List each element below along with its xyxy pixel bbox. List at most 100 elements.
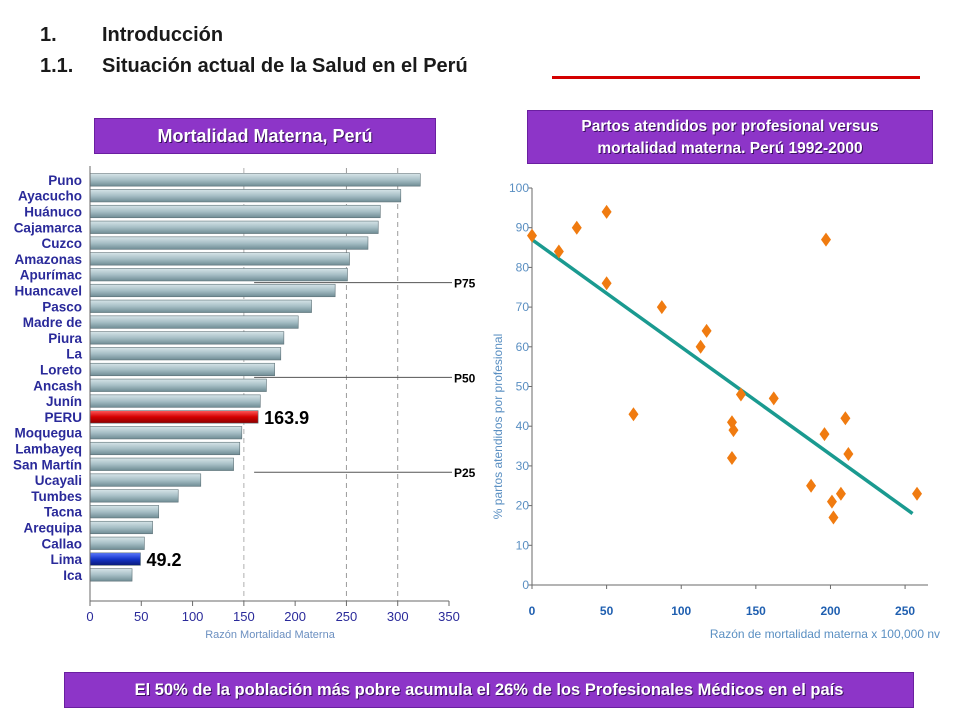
bar-x-tick-label: 200 bbox=[284, 609, 306, 624]
bar-category-label: Cuzco bbox=[42, 236, 83, 251]
bar-category-label: Arequipa bbox=[23, 521, 82, 536]
scatter-x-tick-label: 150 bbox=[746, 604, 766, 618]
heading-number-1: 1. bbox=[40, 24, 57, 46]
percentile-label: P75 bbox=[454, 277, 476, 291]
bar bbox=[89, 283, 336, 298]
bar-category-label: La bbox=[66, 347, 82, 362]
scatter-y-tick-label: 90 bbox=[516, 221, 530, 235]
bar bbox=[89, 520, 153, 535]
scatter-trend-line bbox=[530, 238, 914, 515]
bar bbox=[89, 220, 379, 234]
scatter-point bbox=[826, 494, 837, 509]
bar-x-tick-label: 0 bbox=[86, 609, 93, 624]
bar-chart-title-banner: Mortalidad Materna, Perú bbox=[94, 118, 436, 154]
bar bbox=[89, 236, 369, 250]
bar-category-label: Madre de bbox=[23, 315, 83, 330]
footer-text: El 50% de la población más pobre acumula… bbox=[134, 681, 844, 699]
scatter-x-tick-label: 250 bbox=[895, 604, 915, 618]
percentile-label: P25 bbox=[454, 466, 476, 480]
scatter-point bbox=[820, 232, 831, 247]
bar-x-tick-label: 300 bbox=[387, 609, 409, 624]
bar bbox=[89, 173, 421, 187]
scatter-point bbox=[527, 228, 537, 243]
scatter-point bbox=[656, 300, 667, 315]
bar-category-label: Moquegua bbox=[15, 426, 83, 441]
bar-category-label: Piura bbox=[48, 331, 82, 346]
scatter-x-tick-label: 0 bbox=[529, 604, 536, 618]
bar-category-label: Tumbes bbox=[31, 489, 82, 504]
scatter-x-tick-label: 100 bbox=[671, 604, 691, 618]
scatter-title-line-2: mortalidad materna. Perú 1992-2000 bbox=[597, 140, 863, 157]
bar-data-label: 163.9 bbox=[264, 408, 309, 428]
bar bbox=[89, 394, 261, 408]
bar bbox=[89, 299, 312, 313]
scatter-x-axis-title: Razón de mortalidad materna x 100,000 nv bbox=[710, 627, 940, 641]
bar bbox=[89, 410, 259, 424]
bar-category-label: Loreto bbox=[40, 363, 82, 378]
bar-category-label: Callao bbox=[41, 536, 82, 551]
bar-category-label: San Martín bbox=[13, 457, 82, 472]
scatter-chart-title-banner: Partos atendidos por profesional versus … bbox=[527, 110, 933, 164]
scatter-y-tick-label: 50 bbox=[516, 380, 530, 394]
scatter-point bbox=[701, 323, 712, 338]
scatter-point bbox=[768, 391, 779, 406]
bar bbox=[89, 473, 202, 487]
scatter-point bbox=[835, 486, 846, 501]
bar-category-label: Ancash bbox=[33, 378, 82, 393]
bar bbox=[89, 362, 275, 377]
scatter-y-tick-label: 10 bbox=[516, 538, 530, 552]
bar-x-tick-label: 250 bbox=[336, 609, 358, 624]
bar-category-label: Tacna bbox=[44, 505, 83, 520]
bar bbox=[89, 441, 241, 456]
bar bbox=[89, 347, 282, 361]
bar-chart-title: Mortalidad Materna, Perú bbox=[157, 126, 373, 146]
bar-category-label: Amazonas bbox=[14, 252, 82, 267]
bar bbox=[89, 315, 299, 329]
bar bbox=[89, 252, 350, 266]
scatter-y-tick-label: 100 bbox=[509, 181, 529, 195]
bar-category-label: Huancavel bbox=[14, 284, 82, 299]
bar bbox=[89, 189, 402, 203]
bar-category-label: Cajamarca bbox=[14, 220, 83, 235]
bar-data-label: 49.2 bbox=[146, 550, 181, 570]
scatter-y-tick-label: 40 bbox=[516, 419, 530, 433]
scatter-point bbox=[912, 486, 923, 501]
scatter-y-tick-label: 0 bbox=[522, 578, 529, 592]
scatter-point bbox=[728, 423, 739, 438]
bar bbox=[89, 378, 267, 392]
bar-category-label: Pasco bbox=[42, 299, 82, 314]
bar bbox=[89, 568, 133, 582]
bar bbox=[89, 536, 145, 550]
bar-x-axis-title: Razón Mortalidad Materna bbox=[205, 629, 336, 641]
scatter-point bbox=[735, 387, 746, 402]
scatter-point bbox=[601, 276, 612, 291]
percentile-label: P50 bbox=[454, 371, 476, 385]
bar-category-label: Lima bbox=[50, 552, 82, 567]
scatter-point bbox=[806, 478, 817, 493]
bar-category-label: PERU bbox=[44, 410, 82, 425]
scatter-point bbox=[843, 446, 854, 461]
bar-category-label: Ayacucho bbox=[18, 189, 82, 204]
heading-line-1: 1. Introducción bbox=[40, 24, 223, 47]
bar-category-label: Junín bbox=[46, 394, 82, 409]
scatter-point bbox=[840, 411, 851, 426]
scatter-title-line-1: Partos atendidos por profesional versus bbox=[581, 118, 879, 135]
scatter-point bbox=[553, 244, 564, 259]
bar-chart: PunoAyacuchoHuánucoCajamarcaCuzcoAmazona… bbox=[13, 166, 476, 641]
scatter-x-tick-label: 50 bbox=[600, 604, 614, 618]
bar bbox=[89, 457, 234, 471]
bar-x-tick-label: 150 bbox=[233, 609, 255, 624]
bar bbox=[89, 204, 381, 219]
bar-category-label: Lambayeq bbox=[15, 442, 82, 457]
bar-x-tick-label: 100 bbox=[182, 609, 204, 624]
bar-category-label: Apurímac bbox=[20, 268, 83, 283]
scatter-point bbox=[726, 450, 737, 465]
scatter-point bbox=[726, 415, 737, 430]
scatter-chart: 0 10 20 30 40 50 60 70 80 90 100 0 50 100 150 200 250 Raz… bbox=[491, 181, 940, 641]
scatter-point bbox=[828, 510, 839, 525]
scatter-y-tick-label: 70 bbox=[516, 300, 530, 314]
scatter-y-tick-label: 60 bbox=[516, 340, 530, 354]
scatter-point bbox=[601, 204, 612, 219]
scatter-y-tick-label: 80 bbox=[516, 260, 530, 274]
heading-title-1: Introducción bbox=[102, 24, 224, 46]
